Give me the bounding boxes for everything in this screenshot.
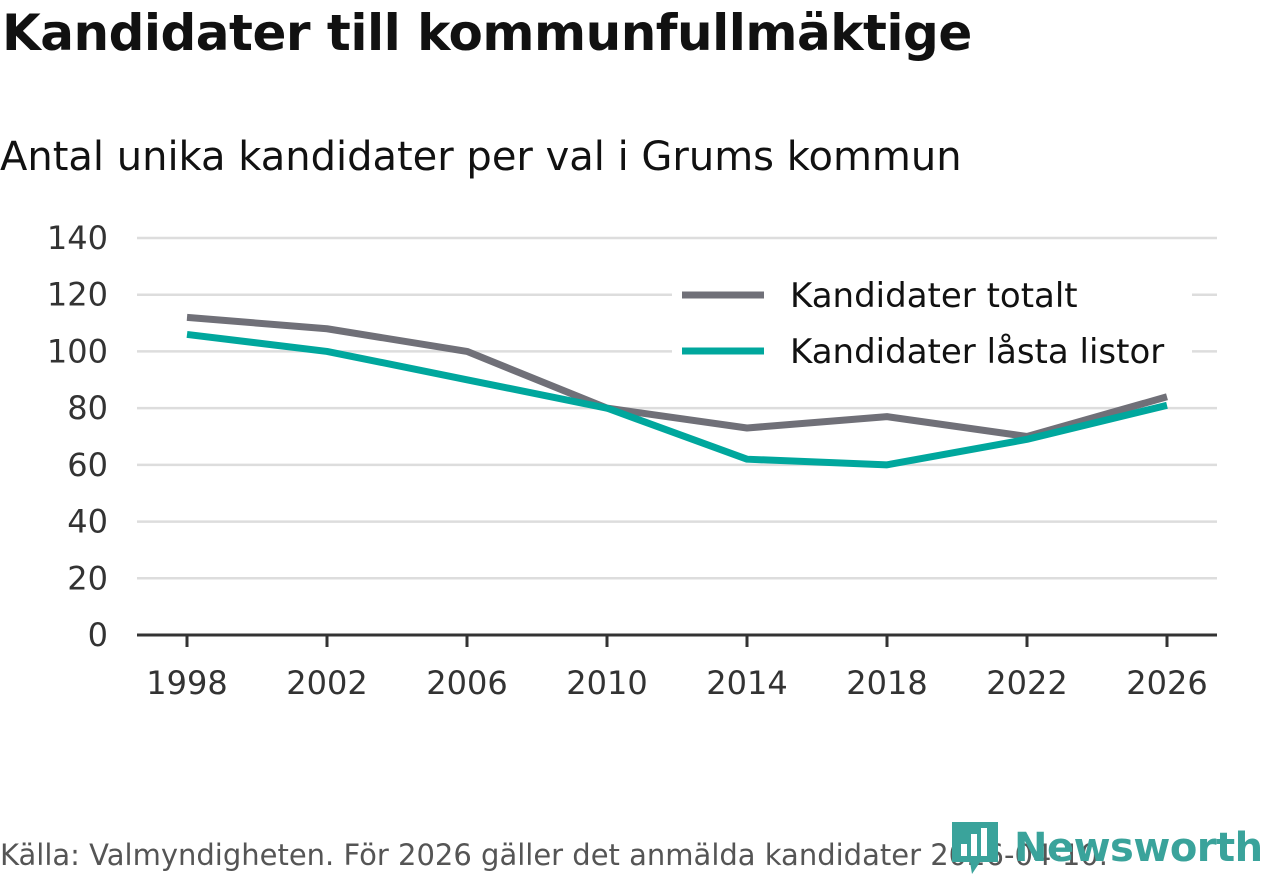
x-tick-label: 2026 xyxy=(1126,664,1207,702)
x-tick-label: 2014 xyxy=(706,664,787,702)
legend-label: Kandidater låsta listor xyxy=(790,332,1164,372)
legend: Kandidater totalt Kandidater låsta listor xyxy=(672,268,1192,376)
chart-title: Kandidater till kommunfullmäktige xyxy=(2,4,972,62)
x-tick-label: 1998 xyxy=(146,664,227,702)
chart-subtitle: Antal unika kandidater per val i Grums k… xyxy=(0,134,962,180)
x-tick-label: 2002 xyxy=(286,664,367,702)
series-line xyxy=(186,313,1168,440)
y-tick-label: 20 xyxy=(67,559,108,597)
y-tick-label: 100 xyxy=(47,332,108,370)
y-tick-label: 0 xyxy=(88,616,108,654)
x-tick-label: 2022 xyxy=(986,664,1067,702)
x-tick-label: 2006 xyxy=(426,664,507,702)
x-tick-label: 2018 xyxy=(846,664,927,702)
legend-label: Kandidater totalt xyxy=(790,276,1078,316)
brand-name: Newsworthy xyxy=(1014,825,1262,871)
series-line xyxy=(186,330,1168,469)
source-note: Källa: Valmyndigheten. För 2026 gäller d… xyxy=(0,838,1108,872)
series-lines xyxy=(186,313,1168,469)
y-tick-label: 140 xyxy=(47,219,108,257)
y-tick-label: 60 xyxy=(67,446,108,484)
y-tick-label: 120 xyxy=(47,276,108,314)
brand-logo: Newsworthy xyxy=(950,818,1262,878)
y-axis-ticks: 0 20 40 60 80 100 120 140 xyxy=(47,219,108,654)
bar-chart-icon xyxy=(952,822,998,874)
legend-background xyxy=(672,268,1192,376)
y-tick-label: 40 xyxy=(67,503,108,541)
y-tick-label: 80 xyxy=(67,389,108,427)
x-axis-ticks: 1998 2002 2006 2010 2014 2018 2022 2026 xyxy=(146,635,1208,702)
x-tick-label: 2010 xyxy=(566,664,647,702)
